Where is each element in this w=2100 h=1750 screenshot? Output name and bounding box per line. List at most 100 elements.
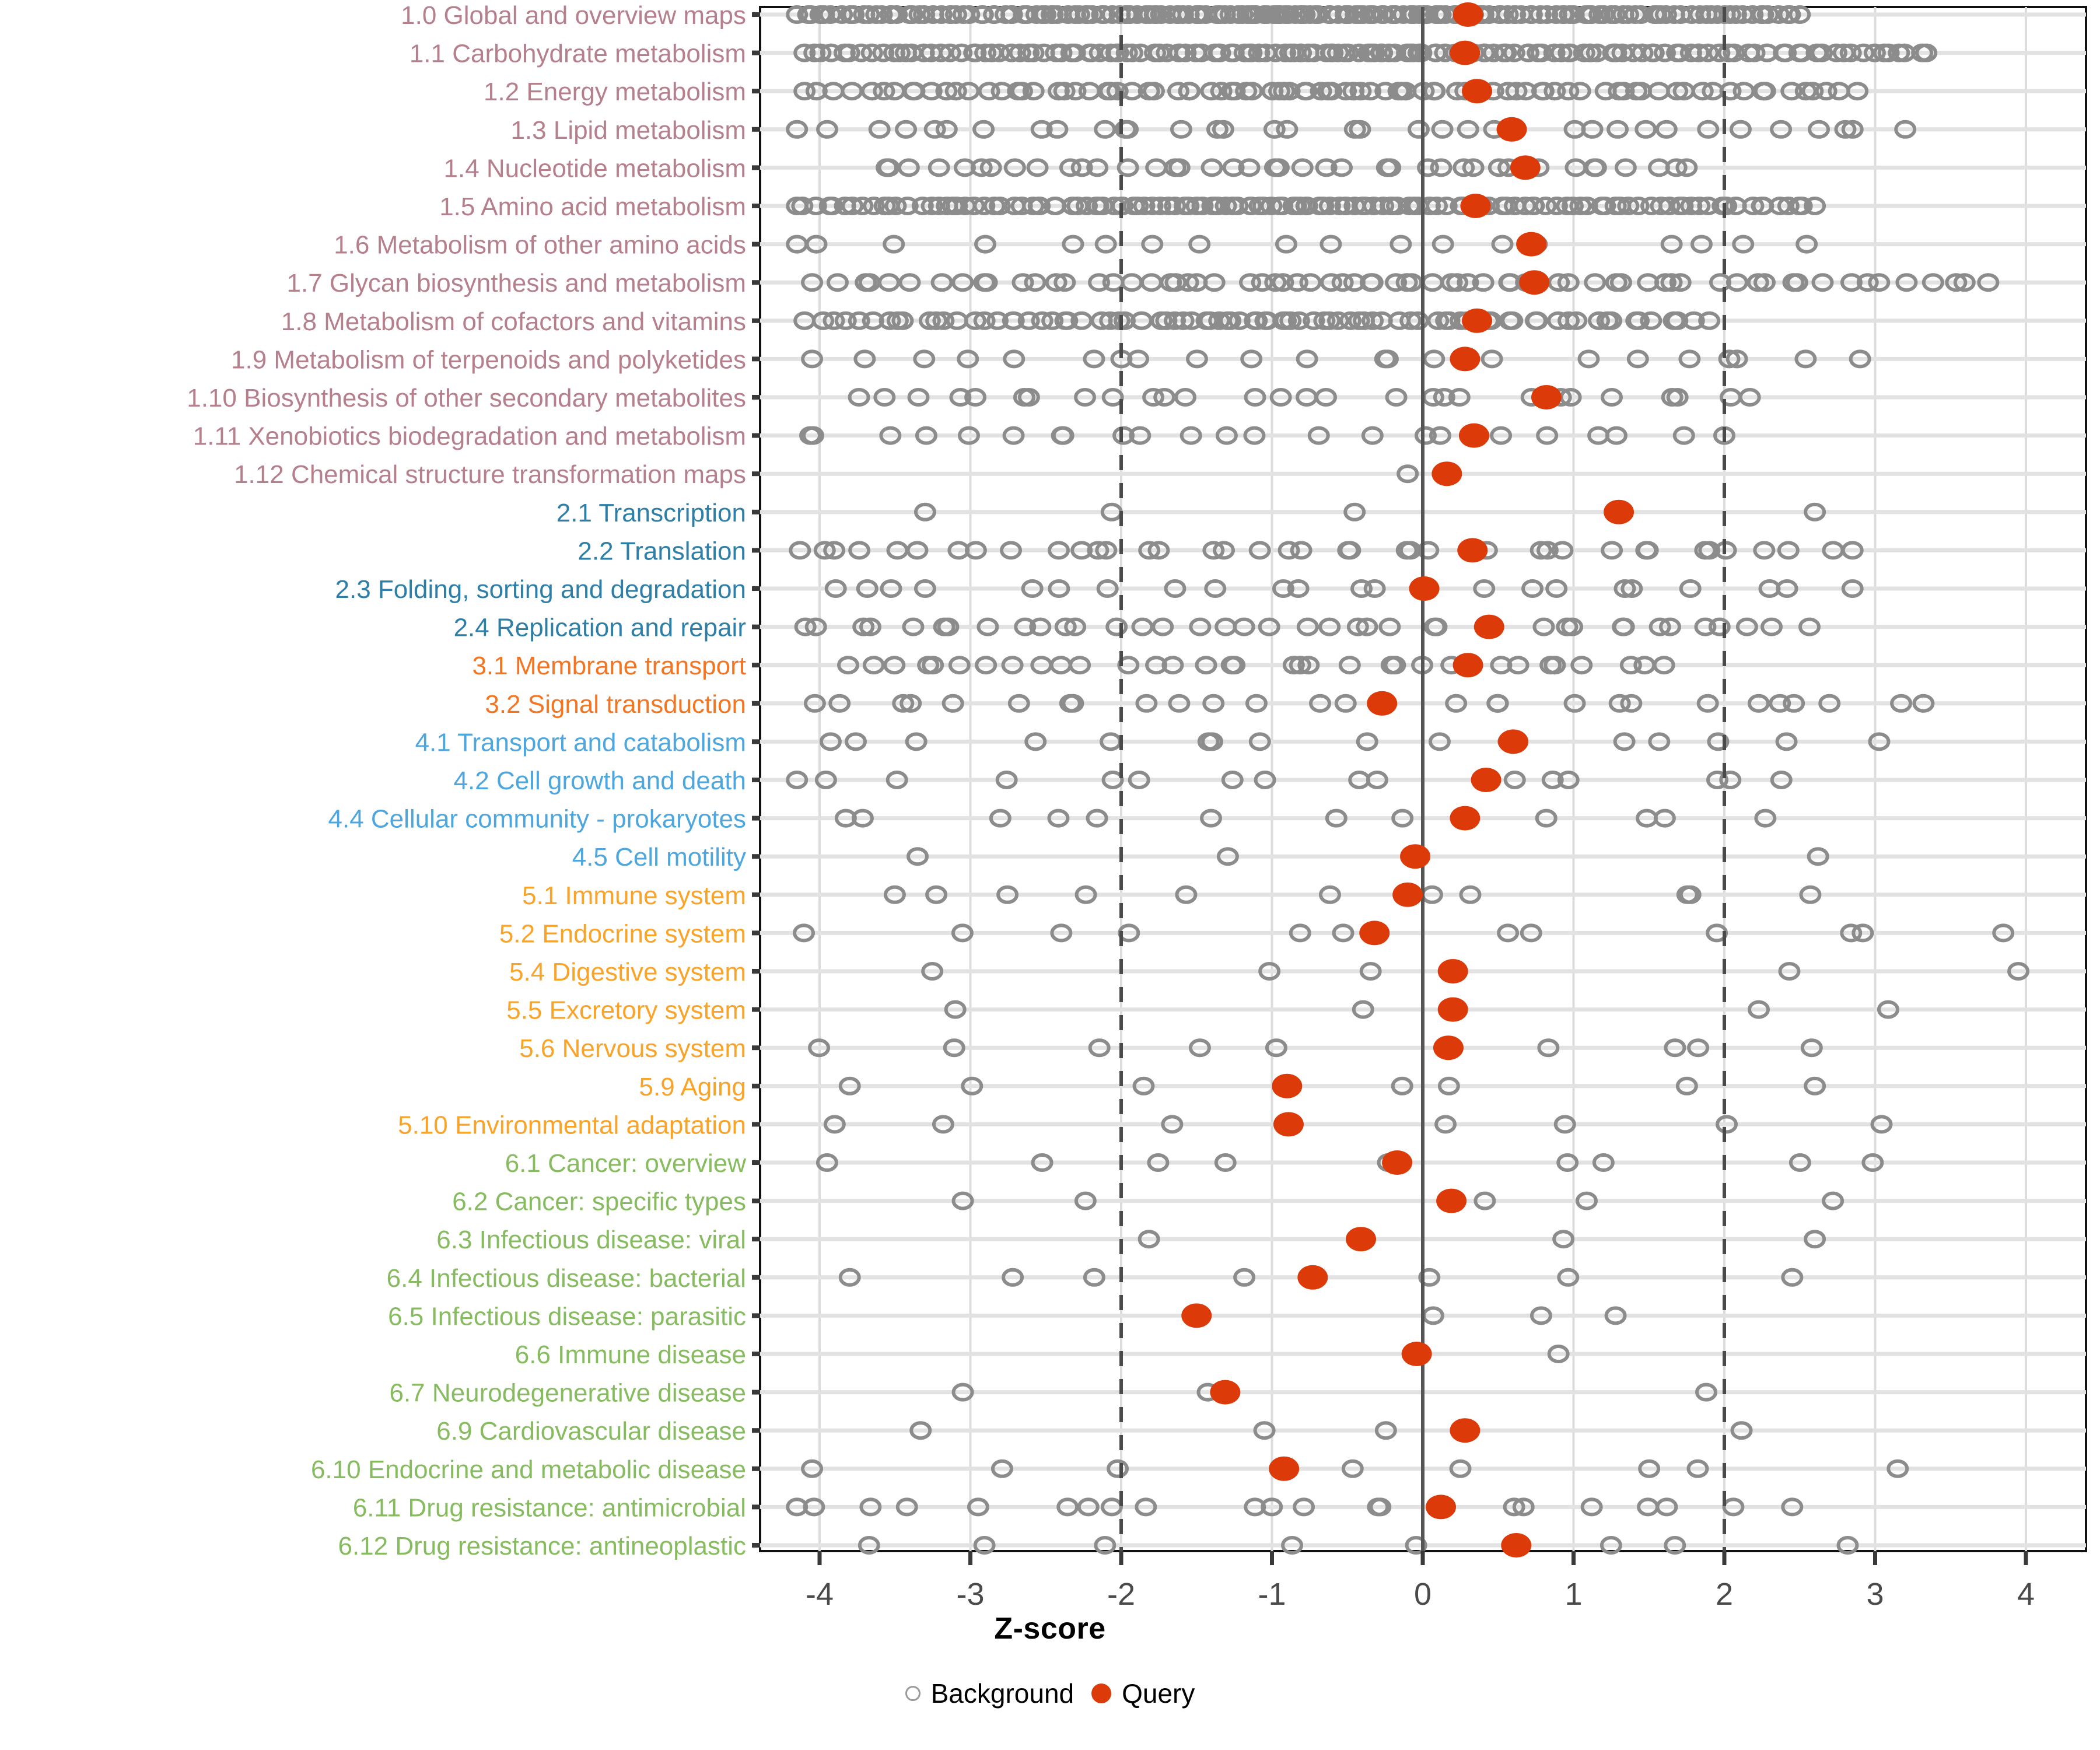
background-point bbox=[856, 579, 878, 598]
background-point bbox=[895, 120, 918, 139]
background-point bbox=[1545, 579, 1568, 598]
background-point bbox=[1022, 43, 1045, 62]
query-point bbox=[1460, 194, 1491, 218]
category-label-25: 5.4 Digestive system bbox=[509, 958, 746, 986]
background-point bbox=[1074, 1191, 1097, 1210]
background-point bbox=[1696, 43, 1719, 62]
background-point bbox=[1191, 197, 1214, 215]
background-point bbox=[872, 43, 895, 62]
query-point bbox=[1496, 117, 1527, 142]
background-point bbox=[1804, 1230, 1826, 1249]
background-point bbox=[1557, 1268, 1580, 1287]
background-point bbox=[989, 808, 1012, 828]
background-point bbox=[1534, 197, 1557, 215]
background-point bbox=[1094, 235, 1117, 254]
background-point bbox=[1188, 1038, 1211, 1058]
background-point bbox=[1556, 1153, 1579, 1172]
background-points-row bbox=[907, 847, 1829, 866]
background-point bbox=[863, 197, 886, 215]
background-point bbox=[1648, 732, 1671, 751]
background-points-row bbox=[848, 388, 1761, 407]
background-point bbox=[933, 617, 956, 636]
background-point bbox=[906, 541, 929, 560]
background-point bbox=[883, 656, 906, 675]
background-point bbox=[1200, 808, 1223, 828]
background-point bbox=[1552, 1230, 1575, 1249]
background-point bbox=[1433, 388, 1455, 407]
background-point bbox=[951, 1382, 974, 1402]
background-point bbox=[1003, 349, 1026, 369]
background-point bbox=[1145, 656, 1168, 675]
background-point bbox=[1628, 311, 1650, 330]
background-point bbox=[1303, 311, 1325, 330]
background-point bbox=[1233, 617, 1255, 636]
background-point bbox=[1716, 1115, 1738, 1134]
background-point bbox=[896, 197, 919, 215]
background-point bbox=[1452, 158, 1475, 177]
background-point bbox=[925, 885, 948, 904]
background-point bbox=[1214, 1153, 1237, 1172]
background-point bbox=[1245, 694, 1268, 713]
background-point bbox=[802, 426, 824, 445]
x-tick-label-1: -3 bbox=[956, 1577, 984, 1612]
background-point bbox=[1338, 656, 1361, 675]
background-point bbox=[1121, 43, 1143, 62]
background-point bbox=[909, 1421, 932, 1440]
category-label-7: 1.7 Glycan biosynthesis and metabolism bbox=[286, 269, 746, 298]
background-point bbox=[1707, 732, 1730, 751]
category-label-15: 2.3 Folding, sorting and degradation bbox=[335, 575, 747, 604]
background-point bbox=[1666, 311, 1689, 330]
background-point bbox=[812, 311, 835, 330]
background-point bbox=[1788, 1153, 1811, 1172]
background-point bbox=[1385, 273, 1408, 292]
background-point bbox=[1244, 388, 1266, 407]
background-point bbox=[1545, 197, 1568, 215]
background-points-row bbox=[786, 235, 1818, 254]
background-point bbox=[858, 5, 880, 24]
background-point bbox=[1138, 1230, 1160, 1249]
background-point bbox=[801, 1459, 824, 1478]
background-point bbox=[1796, 235, 1818, 254]
background-point bbox=[1557, 82, 1580, 101]
background-point bbox=[1742, 197, 1765, 215]
background-points-row bbox=[786, 771, 1793, 789]
background-point bbox=[789, 541, 811, 560]
background-point bbox=[1671, 197, 1694, 215]
background-point bbox=[1505, 82, 1528, 101]
background-point bbox=[1722, 1497, 1745, 1517]
background-point bbox=[1480, 349, 1503, 369]
background-point bbox=[1606, 120, 1629, 139]
background-point bbox=[1240, 43, 1263, 62]
background-point bbox=[1992, 923, 2015, 943]
category-label-19: 4.1 Transport and catabolism bbox=[415, 728, 746, 757]
category-label-0: 1.0 Global and overview maps bbox=[401, 1, 746, 30]
background-point bbox=[1501, 311, 1524, 330]
background-point bbox=[1240, 349, 1263, 369]
background-point bbox=[1248, 732, 1271, 751]
background-point bbox=[1687, 1038, 1710, 1058]
background-point bbox=[1318, 885, 1341, 904]
background-point bbox=[1064, 82, 1087, 101]
background-point bbox=[1017, 311, 1040, 330]
background-point bbox=[907, 847, 929, 866]
background-point bbox=[1626, 349, 1649, 369]
background-point bbox=[1254, 771, 1276, 789]
background-point bbox=[1708, 43, 1731, 62]
background-point bbox=[794, 617, 817, 636]
background-point bbox=[989, 197, 1012, 215]
query-point bbox=[1604, 499, 1634, 524]
background-point bbox=[1362, 311, 1384, 330]
background-point bbox=[974, 235, 997, 254]
background-point bbox=[1532, 617, 1555, 636]
background-point bbox=[935, 82, 958, 101]
background-point bbox=[1216, 847, 1239, 866]
background-point bbox=[1164, 579, 1186, 598]
background-point bbox=[1658, 617, 1681, 636]
background-point bbox=[1174, 388, 1197, 407]
query-point bbox=[1272, 1073, 1303, 1098]
background-point bbox=[1724, 5, 1747, 24]
background-point bbox=[1395, 273, 1418, 292]
background-point bbox=[1172, 311, 1195, 330]
background-point bbox=[824, 579, 847, 598]
